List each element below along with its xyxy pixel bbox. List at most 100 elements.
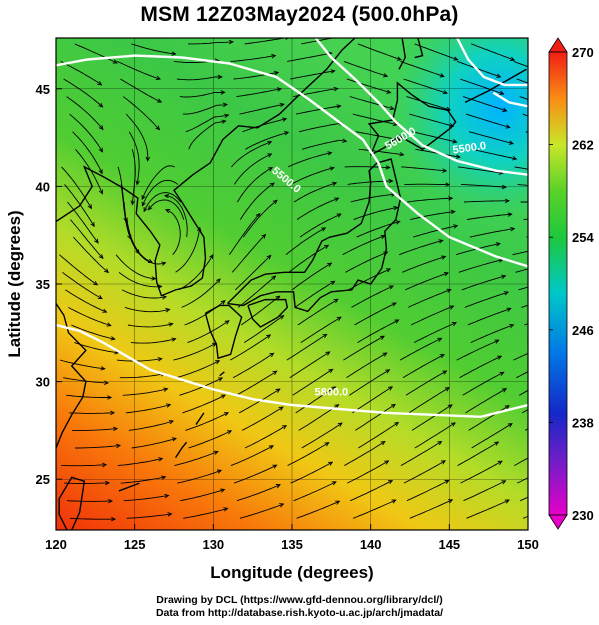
streamline [130,338,176,344]
streamline-arrow [529,235,533,239]
streamline-arrow [269,352,275,358]
streamline [232,352,274,379]
streamline-arrow [274,70,280,76]
streamline-arrow [104,268,110,274]
streamline [458,259,503,273]
streamline-arrow [396,137,402,142]
streamline [407,197,453,203]
streamline-arrow [530,217,534,221]
streamline [514,166,528,170]
streamline-arrow [197,226,202,232]
streamline-arrow [220,394,227,399]
streamline [182,394,226,414]
streamline-arrow [163,387,169,392]
streamline-arrow [145,156,151,162]
y-tick-label: 30 [36,375,50,390]
streamline [527,447,528,448]
streamline-arrow [439,354,445,359]
streamline-arrow [228,39,234,45]
streamline-arrow [215,360,221,365]
streamline-arrow [437,337,443,342]
streamline [459,78,504,95]
streamline [69,412,115,414]
streamline [357,43,402,61]
height-contour [456,38,528,87]
streamline-arrow [453,56,459,61]
streamline [295,386,336,414]
x-tick-label: 135 [281,537,303,552]
streamline-arrow [271,275,277,281]
streamline [244,425,287,449]
streamline-arrow [336,213,342,218]
streamline-arrow [530,43,534,46]
streamline [187,320,230,344]
streamline [343,335,385,361]
streamline [353,206,398,221]
streamline-arrow [531,148,535,152]
streamline-arrow [384,460,390,465]
streamline [233,464,277,484]
streamline-arrow [395,220,401,225]
streamline [185,412,229,431]
streamline-arrow [266,254,272,260]
streamline-arrow [100,366,106,371]
streamline-arrow [275,388,281,393]
streamline [301,38,335,45]
streamline [65,289,107,313]
streamline [468,131,514,145]
coastline-segment [56,303,87,449]
streamline [293,88,338,98]
streamline [297,298,339,326]
streamline [518,286,528,291]
streamline-arrow [87,204,92,210]
streamline-arrow [530,66,534,69]
streamline-arrow [441,255,447,260]
streamline-arrow [266,334,272,339]
coastline-segment [398,38,407,70]
streamline [469,228,515,238]
streamline [463,480,506,502]
streamline-arrow [386,89,392,94]
streamline-arrow [440,460,446,465]
streamline [74,43,118,64]
streamline [466,213,512,221]
streamline [519,96,528,100]
streamline-arrow [529,249,533,253]
colorbar-tick-label: 270 [572,45,594,60]
streamline-arrow [105,480,111,486]
streamline [188,120,226,150]
streamline [519,389,528,396]
streamline [296,197,339,220]
streamline [60,60,102,86]
streamline-arrow [327,262,333,267]
streamline-arrow [387,480,394,485]
streamline [242,118,287,133]
streamline-arrow [164,493,170,499]
streamline [411,404,453,431]
y-tick-label: 40 [36,179,50,194]
streamline-arrow [529,455,533,458]
streamline [180,489,225,502]
streamline [241,406,284,431]
y-axis-label: Latitude (degrees) [5,210,24,357]
streamline-arrow [98,169,103,175]
streamline [465,388,507,414]
streamline [141,165,175,200]
x-tick-label: 150 [517,537,539,552]
streamline [165,209,181,255]
streamline [228,213,261,255]
streamline-arrow [267,166,273,172]
streamline [63,78,103,108]
streamline [405,370,447,396]
streamline [288,244,329,273]
streamline [400,441,442,466]
streamline-arrow [394,421,400,427]
streamline [69,113,103,153]
streamline-arrow [450,209,456,215]
y-tick-label: 35 [36,277,50,292]
streamline-arrow [102,308,108,313]
streamline [513,352,528,361]
streamline [179,91,225,98]
streamline [286,334,327,361]
streamline-arrow [495,242,501,247]
